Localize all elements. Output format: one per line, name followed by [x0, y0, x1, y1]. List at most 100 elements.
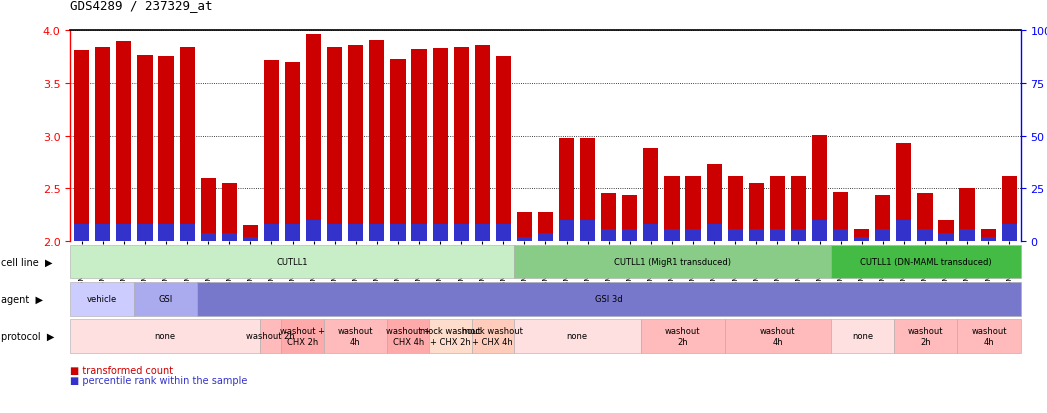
Bar — [137, 56, 153, 242]
Bar — [601, 229, 617, 242]
Bar — [327, 48, 342, 242]
Bar — [474, 46, 490, 242]
Bar — [411, 225, 426, 242]
Bar — [538, 212, 553, 242]
Text: agent  ▶: agent ▶ — [1, 294, 43, 304]
Text: washout
4h: washout 4h — [972, 327, 1007, 346]
Bar — [411, 50, 426, 242]
Bar — [264, 60, 280, 242]
Bar — [285, 225, 300, 242]
Bar — [833, 192, 848, 242]
Bar — [306, 35, 321, 242]
Bar — [391, 225, 405, 242]
Bar — [95, 48, 110, 242]
Text: washout +
CHX 2h: washout + CHX 2h — [280, 327, 325, 346]
Text: none: none — [155, 332, 176, 341]
Bar — [306, 221, 321, 242]
Text: GDS4289 / 237329_at: GDS4289 / 237329_at — [70, 0, 213, 12]
Text: none: none — [852, 332, 873, 341]
Bar — [517, 237, 532, 242]
Bar — [264, 225, 280, 242]
Bar — [854, 237, 869, 242]
Bar — [959, 229, 975, 242]
Bar — [1002, 176, 1017, 242]
Bar — [643, 225, 659, 242]
Bar — [222, 233, 237, 242]
Bar — [896, 144, 912, 242]
Text: ■ percentile rank within the sample: ■ percentile rank within the sample — [70, 375, 247, 385]
Bar — [453, 225, 469, 242]
Text: CUTLL1 (DN-MAML transduced): CUTLL1 (DN-MAML transduced) — [860, 257, 992, 266]
Bar — [95, 225, 110, 242]
Text: washout
2h: washout 2h — [908, 327, 943, 346]
Bar — [770, 176, 785, 242]
Bar — [1002, 225, 1017, 242]
Bar — [875, 195, 890, 242]
Text: washout
2h: washout 2h — [665, 327, 700, 346]
Bar — [728, 229, 742, 242]
Bar — [370, 40, 384, 242]
Text: cell line  ▶: cell line ▶ — [1, 257, 52, 267]
Bar — [285, 62, 300, 242]
Bar — [349, 46, 363, 242]
Bar — [601, 193, 617, 242]
Bar — [580, 138, 596, 242]
Bar — [538, 233, 553, 242]
Bar — [243, 237, 258, 242]
Bar — [833, 229, 848, 242]
Bar — [243, 226, 258, 242]
Bar — [770, 229, 785, 242]
Bar — [728, 176, 742, 242]
Text: mock washout
+ CHX 2h: mock washout + CHX 2h — [420, 327, 481, 346]
Bar — [686, 176, 700, 242]
Bar — [137, 225, 153, 242]
Text: CUTLL1 (MigR1 transduced): CUTLL1 (MigR1 transduced) — [614, 257, 731, 266]
Bar — [327, 225, 342, 242]
Text: vehicle: vehicle — [87, 294, 117, 304]
Bar — [349, 225, 363, 242]
Bar — [559, 138, 574, 242]
Bar — [790, 229, 806, 242]
Text: GSI: GSI — [158, 294, 173, 304]
Bar — [749, 184, 764, 242]
Bar — [854, 229, 869, 242]
Bar — [981, 229, 996, 242]
Text: GSI 3d: GSI 3d — [595, 294, 623, 304]
Bar — [222, 184, 237, 242]
Bar — [453, 48, 469, 242]
Bar — [158, 225, 174, 242]
Bar — [158, 57, 174, 242]
Bar — [179, 48, 195, 242]
Bar — [622, 195, 638, 242]
Bar — [517, 212, 532, 242]
Bar — [665, 229, 680, 242]
Bar — [559, 221, 574, 242]
Text: ■ transformed count: ■ transformed count — [70, 365, 173, 375]
Bar — [432, 49, 448, 242]
Bar — [981, 237, 996, 242]
Bar — [917, 193, 933, 242]
Text: none: none — [566, 332, 587, 341]
Bar — [495, 57, 511, 242]
Bar — [707, 225, 721, 242]
Text: washout +
CHX 4h: washout + CHX 4h — [385, 327, 430, 346]
Bar — [432, 225, 448, 242]
Bar — [811, 221, 827, 242]
Bar — [643, 149, 659, 242]
Bar — [896, 221, 912, 242]
Bar — [370, 225, 384, 242]
Bar — [938, 233, 954, 242]
Text: CUTLL1: CUTLL1 — [276, 257, 308, 266]
Bar — [116, 41, 132, 242]
Bar — [179, 225, 195, 242]
Bar — [580, 221, 596, 242]
Bar — [749, 229, 764, 242]
Bar — [74, 51, 89, 242]
Bar — [201, 178, 216, 242]
Bar — [938, 221, 954, 242]
Bar — [474, 225, 490, 242]
Text: washout
4h: washout 4h — [760, 327, 796, 346]
Bar — [201, 233, 216, 242]
Bar — [74, 225, 89, 242]
Bar — [917, 229, 933, 242]
